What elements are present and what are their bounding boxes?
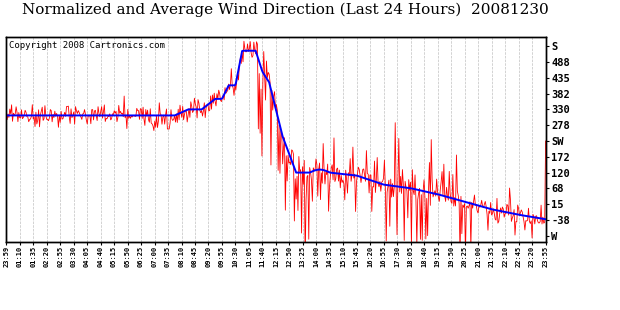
Text: Normalized and Average Wind Direction (Last 24 Hours)  20081230: Normalized and Average Wind Direction (L… (22, 3, 549, 17)
Text: Copyright 2008 Cartronics.com: Copyright 2008 Cartronics.com (9, 41, 165, 50)
